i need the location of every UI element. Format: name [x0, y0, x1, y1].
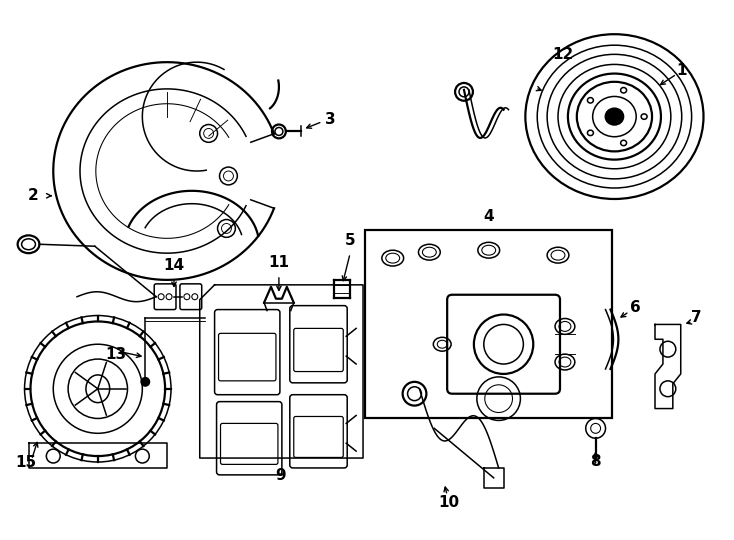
- Text: 4: 4: [484, 209, 494, 224]
- Text: 15: 15: [15, 456, 36, 470]
- Text: 7: 7: [691, 310, 702, 325]
- Text: 12: 12: [553, 47, 573, 62]
- Text: 10: 10: [439, 495, 459, 510]
- Text: 9: 9: [275, 468, 286, 483]
- Text: 6: 6: [630, 300, 641, 315]
- Text: 8: 8: [590, 454, 601, 469]
- Text: 5: 5: [345, 233, 355, 248]
- Text: 13: 13: [105, 347, 126, 362]
- Ellipse shape: [605, 107, 625, 126]
- Bar: [365, 231, 612, 418]
- Circle shape: [140, 377, 150, 387]
- Text: 14: 14: [164, 258, 184, 273]
- Text: 2: 2: [28, 188, 39, 203]
- Text: 11: 11: [269, 254, 289, 269]
- Text: 3: 3: [325, 112, 335, 127]
- Text: 1: 1: [677, 63, 687, 78]
